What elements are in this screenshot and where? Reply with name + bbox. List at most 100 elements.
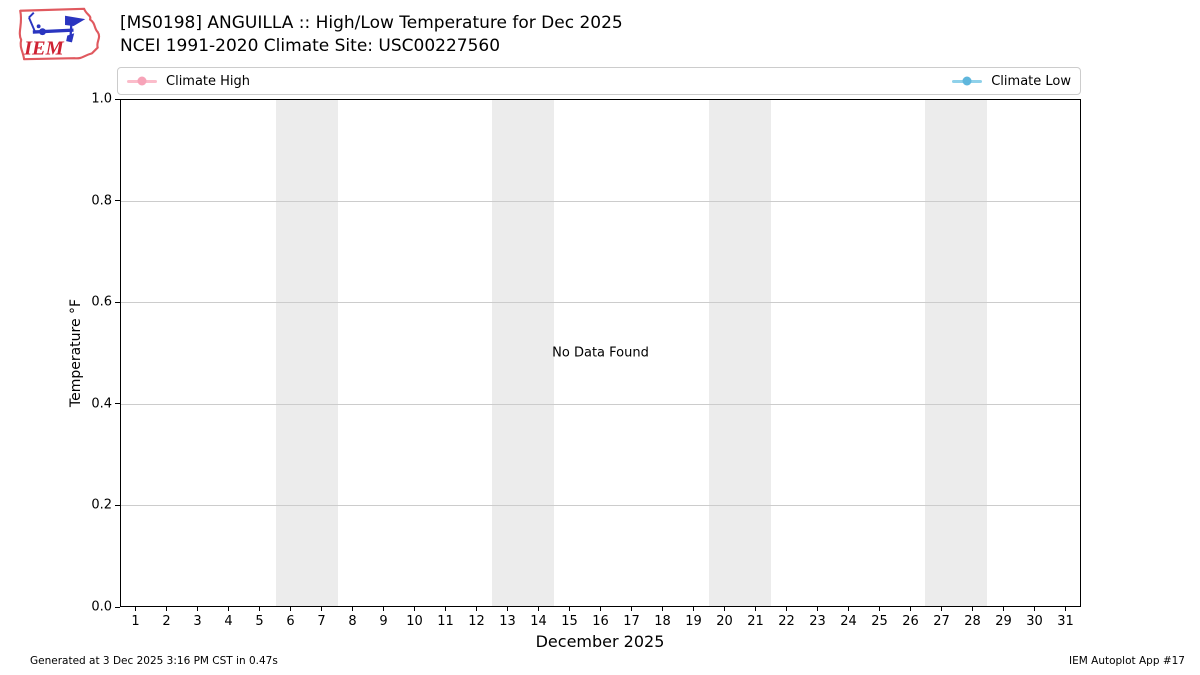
x-axis-label: December 2025 xyxy=(535,632,665,651)
y-tick-label: 0.8 xyxy=(91,193,112,209)
x-tick-label: 12 xyxy=(468,614,485,629)
x-tick-label: 17 xyxy=(623,614,640,629)
x-tick-mark xyxy=(724,607,725,611)
x-tick-mark xyxy=(1034,607,1035,611)
x-tick-label: 2 xyxy=(162,614,171,629)
x-tick-mark xyxy=(228,607,229,611)
x-tick-mark xyxy=(1065,607,1066,611)
climate-high-marker-icon xyxy=(137,76,147,86)
legend-label-climate-low: Climate Low xyxy=(991,73,1071,89)
y-axis-label: Temperature °F xyxy=(68,298,84,408)
x-tick-mark xyxy=(135,607,136,611)
x-tick-mark xyxy=(692,607,694,611)
gridline xyxy=(121,201,1080,203)
x-tick-mark xyxy=(600,607,601,611)
x-tick-mark xyxy=(445,607,446,611)
x-tick-label: 20 xyxy=(716,614,733,629)
y-tick-mark xyxy=(115,606,120,608)
x-tick-mark xyxy=(352,607,353,611)
x-tick-mark xyxy=(910,607,911,611)
y-tick-label: 0.2 xyxy=(91,497,112,513)
chart: No Data Found 0.0 0.2 0.4 0.6 0.8 1.0 1 2 3 4 5 6 7 8… xyxy=(91,92,1081,629)
weekend-band xyxy=(708,100,771,606)
x-tick-mark xyxy=(414,607,415,611)
x-tick-label: 14 xyxy=(530,614,547,629)
x-tick-label: 1 xyxy=(131,614,140,629)
x-tick-mark xyxy=(848,607,849,611)
weather-vane-icon xyxy=(28,12,86,43)
x-tick-mark xyxy=(383,607,384,611)
x-tick-mark xyxy=(631,607,632,611)
x-tick-label: 24 xyxy=(840,614,857,629)
x-tick-mark xyxy=(1003,607,1004,611)
gridline xyxy=(121,403,1080,405)
x-tick-label: 21 xyxy=(747,614,764,629)
weekend-band xyxy=(492,100,555,606)
chart-subtitle: NCEI 1991-2020 Climate Site: USC00227560 xyxy=(120,36,501,56)
y-tick-mark xyxy=(115,301,120,303)
x-tick-label: 15 xyxy=(561,614,578,629)
legend-entry-climate-high: Climate High xyxy=(127,74,250,89)
x-tick-mark xyxy=(537,607,539,611)
x-tick-label: 5 xyxy=(255,614,264,629)
x-tick-label: 18 xyxy=(654,614,671,629)
x-tick-mark xyxy=(259,607,260,611)
x-tick-mark xyxy=(507,607,508,611)
x-tick-mark xyxy=(476,607,477,611)
y-tick-mark xyxy=(115,403,120,405)
legend-entry-climate-low: Climate Low xyxy=(952,74,1071,89)
x-tick-label: 10 xyxy=(406,614,423,629)
x-tick-label: 28 xyxy=(964,614,981,629)
legend: Climate High Climate Low xyxy=(117,67,1081,95)
no-data-message: No Data Found xyxy=(552,345,649,361)
chart-title-block: [MS0198] ANGUILLA :: High/Low Temperatur… xyxy=(120,12,623,58)
x-tick-label: 19 xyxy=(685,614,702,629)
x-tick-label: 29 xyxy=(995,614,1012,629)
y-tick-label: 0.6 xyxy=(91,294,112,310)
x-tick-mark xyxy=(755,607,756,611)
x-tick-label: 11 xyxy=(437,614,454,629)
x-tick-label: 25 xyxy=(871,614,888,629)
x-tick-label: 26 xyxy=(902,614,919,629)
y-tick-label: 0.0 xyxy=(91,599,112,615)
climate-low-marker-icon xyxy=(962,76,972,86)
x-tick-label: 16 xyxy=(592,614,609,629)
x-tick-label: 23 xyxy=(809,614,826,629)
x-tick-mark xyxy=(321,607,322,611)
y-tick-mark xyxy=(115,200,120,202)
x-tick-mark xyxy=(290,607,291,611)
x-tick-mark xyxy=(816,607,818,611)
app-credit: IEM Autoplot App #17 xyxy=(1069,655,1185,667)
x-tick-mark xyxy=(197,607,198,611)
x-tick-label: 22 xyxy=(778,614,795,629)
x-tick-label: 7 xyxy=(317,614,326,629)
y-tick-label: 1.0 xyxy=(91,91,112,107)
x-tick-label: 6 xyxy=(286,614,295,629)
x-tick-label: 27 xyxy=(933,614,950,629)
chart-title: [MS0198] ANGUILLA :: High/Low Temperatur… xyxy=(120,13,623,33)
x-tick-mark xyxy=(786,607,787,611)
weekend-band xyxy=(925,100,988,606)
climate-high-line-sample xyxy=(127,76,157,86)
weekend-band xyxy=(275,100,338,606)
gridline xyxy=(121,504,1080,506)
iem-logo: IEM xyxy=(18,7,101,61)
x-tick-mark xyxy=(878,607,880,611)
y-tick-label: 0.4 xyxy=(91,396,112,412)
x-tick-mark xyxy=(569,607,570,611)
y-tick-mark xyxy=(115,504,120,506)
logo-text: IEM xyxy=(23,37,64,59)
x-tick-label: 31 xyxy=(1057,614,1074,629)
x-tick-mark xyxy=(662,607,663,611)
x-tick-label: 3 xyxy=(193,614,202,629)
generated-timestamp: Generated at 3 Dec 2025 3:16 PM CST in 0… xyxy=(30,655,278,667)
x-tick-mark xyxy=(972,607,973,611)
legend-label-climate-high: Climate High xyxy=(166,73,251,89)
x-tick-label: 4 xyxy=(224,614,233,629)
x-tick-label: 30 xyxy=(1026,614,1043,629)
x-tick-label: 9 xyxy=(379,614,388,629)
plot-area: No Data Found xyxy=(120,99,1081,607)
x-tick-mark xyxy=(166,607,167,611)
y-tick-mark xyxy=(115,98,120,100)
gridline xyxy=(121,302,1080,304)
